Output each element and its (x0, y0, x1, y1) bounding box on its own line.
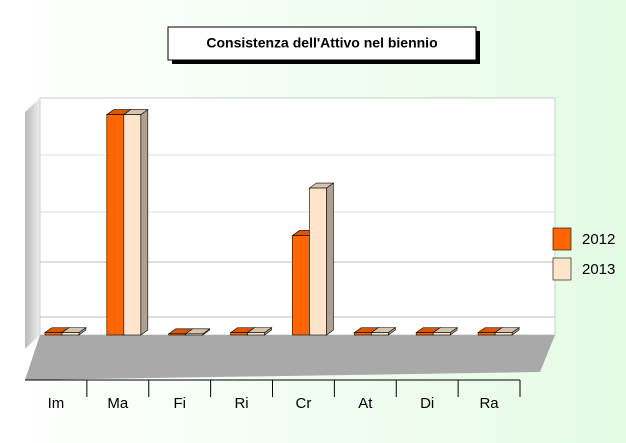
legend-label: 2013 (582, 261, 615, 278)
bar-front (168, 333, 186, 336)
bar (370, 327, 397, 336)
bar-front (247, 332, 265, 336)
x-tick-label: Ma (107, 395, 128, 412)
bar-front (61, 332, 80, 336)
chart-title: Consistenza dell'Attivo nel biennio (206, 35, 437, 51)
floor (25, 335, 555, 380)
side-wall (25, 98, 40, 349)
x-tick-label: Ra (479, 395, 499, 412)
bar-front (415, 332, 434, 336)
bar-front (123, 114, 142, 336)
bar (61, 327, 87, 336)
legend-swatch (552, 227, 572, 251)
bar-front (432, 332, 451, 336)
title-box (167, 26, 477, 61)
bar (494, 327, 520, 336)
bar-front (106, 114, 125, 336)
bar-front (354, 332, 372, 336)
bar (246, 327, 273, 336)
bar-front (494, 332, 513, 336)
x-tick-label: Cr (296, 395, 312, 412)
bar (308, 182, 335, 336)
bar (122, 109, 149, 336)
bar-front (230, 332, 248, 336)
bar-side (140, 109, 149, 336)
bar-front (44, 332, 63, 336)
bar-front (371, 332, 389, 336)
bar-front (292, 235, 310, 336)
bar-front (185, 333, 203, 336)
bar-side (326, 182, 334, 336)
x-tick-label: Ri (234, 395, 248, 412)
bar (184, 328, 211, 336)
bar (432, 327, 459, 336)
legend-label: 2012 (582, 231, 615, 248)
x-tick-label: Di (420, 395, 434, 412)
x-tick-label: Fi (173, 395, 186, 412)
bar-front (477, 332, 496, 336)
x-tick-label: At (358, 395, 373, 412)
bar-front (309, 187, 327, 336)
legend-swatch (552, 257, 572, 281)
x-tick-label: Im (48, 395, 65, 412)
